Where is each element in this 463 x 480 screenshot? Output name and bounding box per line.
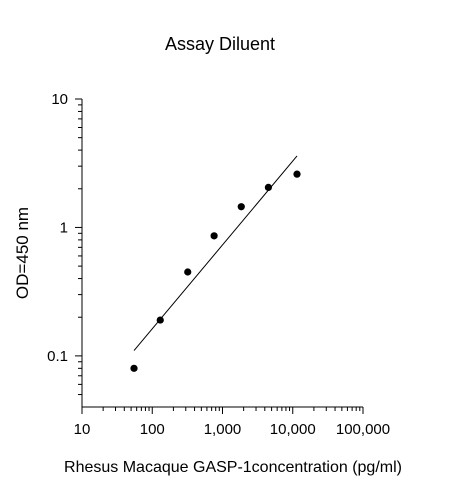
y-ticks: 0.1 1 10 <box>47 91 82 396</box>
y-tick-label: 10 <box>51 91 68 108</box>
y-tick-label: 1 <box>60 219 68 236</box>
x-tick-label: 100 <box>140 421 165 438</box>
chart-title: Assay Diluent <box>165 34 275 54</box>
x-tick-label: 10 <box>74 421 91 438</box>
axes <box>81 99 363 408</box>
x-tick-label: 1,000 <box>204 421 242 438</box>
x-tick-label: 10,000 <box>270 421 316 438</box>
data-point <box>130 364 138 372</box>
data-point <box>184 268 192 276</box>
data-point <box>237 203 245 211</box>
data-point <box>293 170 301 178</box>
data-point <box>210 232 218 240</box>
data-points <box>130 170 301 372</box>
x-axis-label: Rhesus Macaque GASP-1concentration (pg/m… <box>64 459 402 476</box>
data-point <box>264 183 272 192</box>
y-axis-label: OD=450 nm <box>13 207 32 299</box>
x-ticks: 10 100 1,000 10,000 100,000 <box>74 407 390 438</box>
x-tick-label: 100,000 <box>336 421 390 438</box>
y-tick-label: 0.1 <box>47 348 68 365</box>
data-point <box>156 316 164 324</box>
